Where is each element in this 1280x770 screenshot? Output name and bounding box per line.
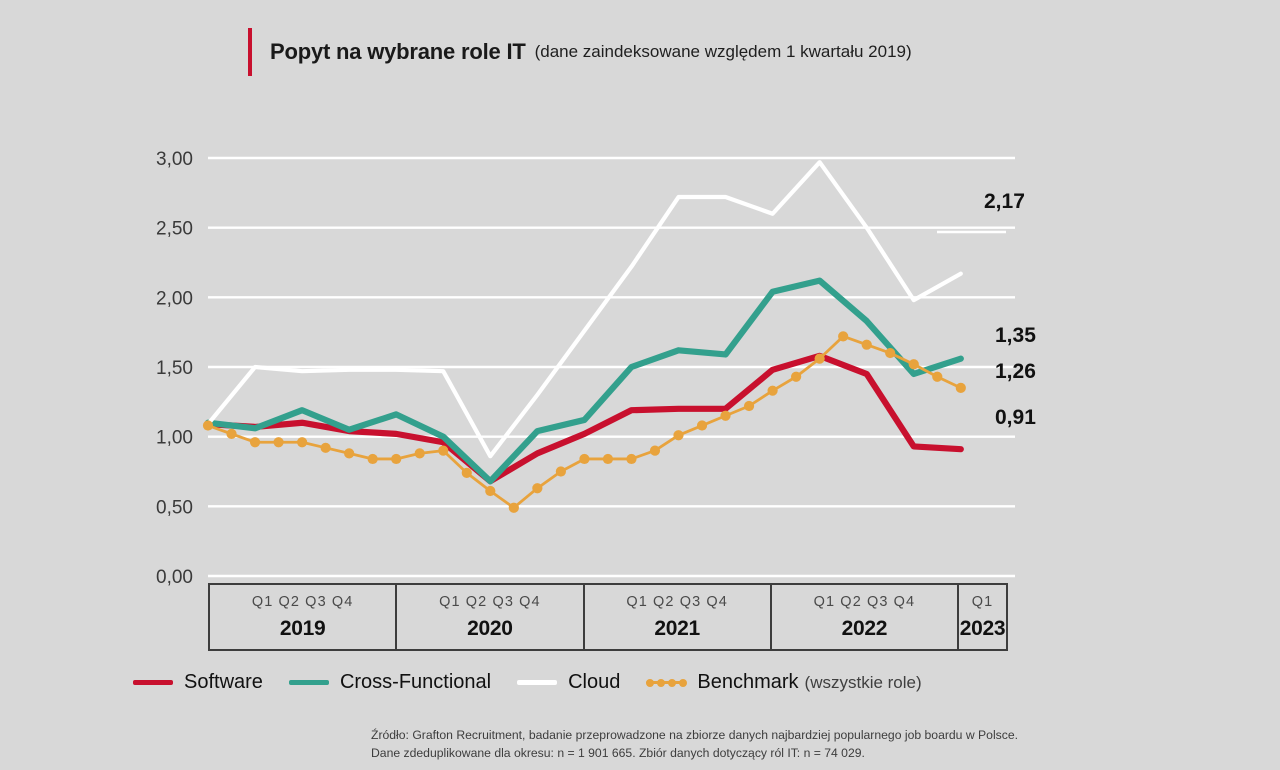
y-axis-tick-label: 0,00 (156, 567, 193, 588)
legend-label: Benchmark (697, 671, 799, 693)
benchmark-data-point (485, 485, 496, 497)
source-line-1: Źródło: Grafton Recruitment, badanie prz… (371, 728, 1019, 742)
benchmark-data-point (955, 382, 966, 393)
legend-label: Software (184, 671, 263, 693)
source-note: Źródło: Grafton Recruitment, badanie prz… (371, 727, 1018, 762)
benchmark-data-point (885, 347, 896, 359)
page-title: Popyt na wybrane role IT (dane zaindekso… (248, 28, 912, 76)
x-axis-year-group: Q1 Q2 Q3 Q4 2019 (210, 585, 398, 649)
legend-item-software[interactable]: Software (133, 671, 263, 694)
legend-label: Cross-Functional (339, 671, 492, 693)
x-axis-year-label: 2019 (279, 616, 326, 640)
benchmark-data-point (297, 437, 308, 448)
title-accent-bar (248, 28, 252, 76)
y-axis-tick-label: 3,00 (156, 149, 193, 170)
series-line-software (204, 352, 964, 485)
y-axis-tick-label: 0,50 (156, 497, 193, 518)
benchmark-data-point (461, 467, 472, 478)
x-axis-quarter-labels: Q1 Q2 Q3 Q4 (626, 593, 728, 610)
legend-swatch-icon (288, 680, 329, 685)
benchmark-data-point (273, 437, 284, 448)
benchmark-data-point (861, 339, 872, 350)
x-axis-year-label: 2021 (654, 616, 700, 640)
legend-note: (wszystkie role) (804, 672, 922, 692)
benchmark-data-point (743, 400, 755, 412)
legend-swatch-icon (646, 679, 688, 687)
benchmark-data-point (626, 453, 637, 465)
chart-legend: Software Cross-Functional Cloud Benchmark (w… (133, 671, 948, 694)
end-value-label-cloud: 2,17 (984, 190, 1025, 213)
benchmark-data-point (438, 445, 449, 456)
end-value-label-software: 0,91 (995, 406, 1036, 429)
benchmark-data-point (226, 428, 237, 439)
legend-swatch-icon (517, 680, 558, 685)
legend-item-cross-functional[interactable]: Cross-Functional (288, 671, 492, 694)
benchmark-data-point (555, 466, 566, 477)
benchmark-data-point (814, 353, 825, 364)
benchmark-data-point (367, 453, 378, 465)
benchmark-data-point (720, 410, 731, 421)
x-axis-year-label: 2023 (959, 616, 1006, 640)
benchmark-data-point (202, 420, 214, 431)
x-axis-year-label: 2020 (467, 616, 513, 640)
x-axis-quarter-labels: Q1 Q2 Q3 Q4 (251, 593, 354, 610)
source-line-2: Dane zdeduplikowane dla okresu: n = 1 90… (371, 745, 865, 760)
benchmark-data-point (767, 385, 778, 396)
legend-dot-icon (679, 679, 688, 687)
title-main-text: Popyt na wybrane role IT (270, 39, 526, 64)
benchmark-data-point (579, 453, 590, 465)
benchmark-data-point (791, 371, 802, 382)
end-value-label-cross-functional: 1,35 (995, 324, 1036, 347)
x-axis-year-group: Q1 2023 (959, 585, 1006, 649)
benchmark-data-point (932, 371, 943, 382)
legend-label: Cloud (568, 671, 621, 693)
y-axis-tick-label: 1,00 (156, 428, 193, 449)
benchmark-data-point (344, 448, 355, 459)
x-axis-quarter-labels: Q1 (971, 593, 994, 610)
x-axis-year-group: Q1 Q2 Q3 Q4 2020 (397, 585, 585, 649)
benchmark-data-point (908, 359, 919, 370)
end-value-label-benchmark: 1,26 (995, 360, 1036, 383)
x-axis-year-group: Q1 Q2 Q3 Q4 2022 (772, 585, 960, 649)
legend-dot-icon (668, 679, 677, 687)
benchmark-data-point (602, 453, 614, 465)
benchmark-data-point (249, 437, 261, 448)
benchmark-data-point (696, 420, 708, 431)
x-axis-year-table: Q1 Q2 Q3 Q4 2019 Q1 Q2 Q3 Q4 2020 Q1 Q2 Q3 Q… (208, 583, 1008, 651)
y-axis-tick-label: 2,00 (156, 288, 193, 309)
y-axis-tick-label: 1,50 (156, 358, 193, 379)
x-axis-quarter-labels: Q1 Q2 Q3 Q4 (439, 593, 541, 610)
legend-item-cloud[interactable]: Cloud (517, 671, 620, 694)
benchmark-data-point (838, 331, 849, 342)
x-axis-quarter-labels: Q1 Q2 Q3 Q4 (813, 593, 916, 610)
legend-item-benchmark[interactable]: Benchmark (wszystkie role) (646, 671, 922, 694)
legend-dot-icon (657, 679, 666, 687)
x-axis-year-label: 2022 (841, 616, 888, 640)
series-line-cross-functional (204, 277, 964, 485)
series-line-cloud (205, 160, 963, 459)
benchmark-data-point (320, 442, 331, 453)
y-axis-tick-label: 2,50 (156, 219, 193, 240)
benchmark-data-point (649, 445, 661, 456)
benchmark-data-point (508, 502, 519, 513)
x-axis-year-group: Q1 Q2 Q3 Q4 2021 (585, 585, 772, 649)
benchmark-data-point (414, 448, 425, 459)
title-subtitle-text: (dane zaindeksowane względem 1 kwartału … (534, 42, 912, 61)
benchmark-data-point (532, 483, 543, 494)
benchmark-data-point (391, 453, 402, 465)
legend-dot-icon (646, 679, 655, 687)
legend-swatch-icon (133, 680, 173, 685)
benchmark-data-point (673, 430, 684, 441)
